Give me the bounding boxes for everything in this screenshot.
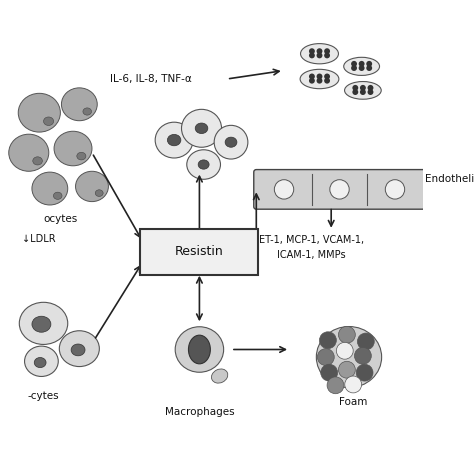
- Ellipse shape: [44, 117, 54, 126]
- Text: Resistin: Resistin: [175, 245, 224, 258]
- Circle shape: [317, 53, 322, 58]
- Ellipse shape: [18, 93, 60, 132]
- Ellipse shape: [198, 160, 209, 169]
- Text: Macrophages: Macrophages: [164, 407, 234, 417]
- Circle shape: [351, 65, 357, 71]
- Ellipse shape: [62, 88, 97, 121]
- Text: ICAM-1, MMPs: ICAM-1, MMPs: [277, 250, 346, 260]
- Text: ocytes: ocytes: [43, 214, 78, 224]
- Circle shape: [309, 53, 315, 58]
- Text: Endotheli: Endotheli: [425, 174, 474, 184]
- Ellipse shape: [214, 125, 248, 159]
- Circle shape: [360, 89, 366, 95]
- Ellipse shape: [54, 131, 92, 166]
- Ellipse shape: [155, 122, 193, 158]
- Ellipse shape: [83, 108, 91, 115]
- Circle shape: [345, 376, 362, 393]
- Circle shape: [274, 180, 294, 199]
- Ellipse shape: [187, 150, 220, 179]
- Circle shape: [351, 61, 357, 67]
- Circle shape: [352, 85, 358, 91]
- Ellipse shape: [167, 135, 181, 146]
- Ellipse shape: [75, 171, 109, 201]
- Circle shape: [337, 342, 353, 359]
- Circle shape: [338, 361, 356, 378]
- Circle shape: [359, 65, 365, 71]
- Ellipse shape: [344, 57, 380, 75]
- Text: ↓LDLR: ↓LDLR: [22, 234, 56, 244]
- Circle shape: [309, 48, 315, 54]
- Circle shape: [327, 377, 344, 394]
- Circle shape: [309, 73, 315, 80]
- Ellipse shape: [19, 302, 68, 345]
- Circle shape: [367, 85, 374, 91]
- Ellipse shape: [54, 192, 62, 200]
- Circle shape: [352, 89, 358, 95]
- Ellipse shape: [300, 69, 339, 89]
- Ellipse shape: [71, 344, 85, 356]
- Circle shape: [359, 61, 365, 67]
- Ellipse shape: [25, 346, 58, 376]
- Text: -cytes: -cytes: [27, 391, 59, 401]
- Ellipse shape: [32, 172, 68, 205]
- Circle shape: [324, 48, 330, 54]
- Ellipse shape: [95, 190, 103, 196]
- FancyBboxPatch shape: [140, 228, 258, 275]
- Ellipse shape: [33, 157, 42, 165]
- Circle shape: [317, 78, 322, 83]
- Ellipse shape: [345, 82, 381, 99]
- Circle shape: [385, 180, 405, 199]
- Ellipse shape: [189, 335, 210, 364]
- Ellipse shape: [175, 327, 224, 372]
- Circle shape: [324, 53, 330, 58]
- Text: ET-1, MCP-1, VCAM-1,: ET-1, MCP-1, VCAM-1,: [258, 235, 364, 245]
- Circle shape: [360, 85, 366, 91]
- Circle shape: [317, 48, 322, 54]
- Circle shape: [366, 65, 372, 71]
- Circle shape: [367, 89, 374, 95]
- Text: Foam: Foam: [339, 397, 367, 407]
- Ellipse shape: [9, 134, 49, 171]
- Ellipse shape: [211, 369, 228, 383]
- Circle shape: [321, 364, 337, 381]
- Ellipse shape: [32, 316, 51, 332]
- Circle shape: [309, 78, 315, 83]
- Ellipse shape: [182, 109, 221, 147]
- Ellipse shape: [59, 331, 100, 366]
- Ellipse shape: [34, 357, 46, 368]
- Circle shape: [338, 326, 356, 343]
- Circle shape: [324, 73, 330, 80]
- Circle shape: [324, 78, 330, 83]
- Ellipse shape: [316, 327, 382, 388]
- Ellipse shape: [77, 152, 86, 160]
- Ellipse shape: [301, 44, 338, 64]
- FancyBboxPatch shape: [254, 170, 425, 209]
- Circle shape: [357, 333, 374, 350]
- Ellipse shape: [225, 137, 237, 147]
- Circle shape: [366, 61, 372, 67]
- Circle shape: [355, 347, 371, 364]
- Circle shape: [330, 180, 349, 199]
- Circle shape: [319, 332, 337, 349]
- Ellipse shape: [195, 123, 208, 134]
- Circle shape: [356, 364, 373, 381]
- Text: IL-6, IL-8, TNF-α: IL-6, IL-8, TNF-α: [110, 74, 192, 84]
- Circle shape: [317, 73, 322, 80]
- Circle shape: [318, 349, 334, 365]
